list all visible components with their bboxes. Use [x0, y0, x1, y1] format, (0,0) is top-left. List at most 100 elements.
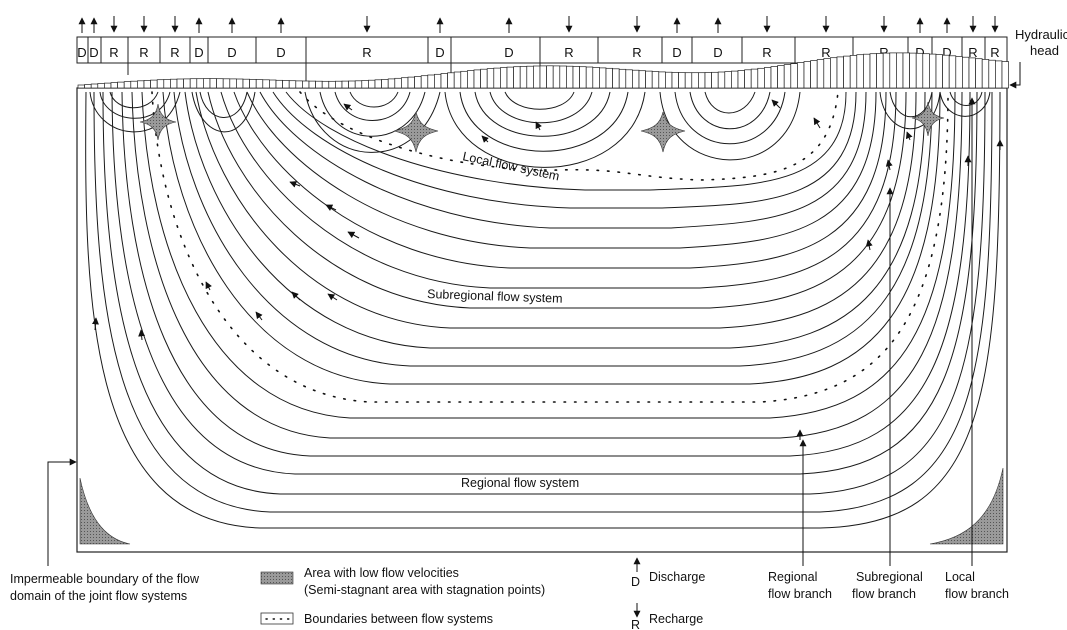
legend-boundaries-swatch [260, 612, 294, 625]
head-bar [935, 54, 943, 89]
legend-recharge-label: Recharge [649, 612, 703, 626]
local-flow-lines [89, 91, 991, 168]
head-bar [255, 79, 264, 89]
head-bar [526, 65, 534, 89]
hydraulic-head-label: Hydraulic [1015, 27, 1067, 42]
head-bar [434, 73, 442, 89]
head-bar [361, 80, 369, 89]
head-bar [750, 68, 759, 89]
zone-label-20: R [968, 45, 977, 60]
head-bar [222, 78, 231, 89]
head-bar [1001, 61, 1009, 89]
head-bar [975, 58, 983, 89]
zone-label-18: D [915, 45, 924, 60]
head-bar [440, 73, 448, 89]
head-bar [348, 80, 356, 89]
zone-label-1: D [89, 45, 98, 60]
local-branch-label-2: flow branch [945, 587, 1009, 601]
head-bar [288, 80, 297, 89]
head-bar [572, 66, 580, 89]
head-bar [407, 76, 415, 89]
zone-label-13: D [672, 45, 681, 60]
head-bar [506, 66, 514, 89]
head-bar [368, 79, 376, 89]
head-bar [698, 72, 706, 89]
zone-label-12: R [632, 45, 641, 60]
head-bar [684, 72, 693, 89]
legend-discharge-label: Discharge [649, 570, 705, 584]
head-bar [552, 65, 561, 89]
head-bar [691, 72, 699, 89]
head-bar [183, 78, 191, 89]
head-bar [618, 68, 627, 89]
hydraulic-head-pointer [1009, 62, 1021, 89]
head-bar [321, 80, 330, 89]
head-bar [711, 71, 719, 89]
head-bar [90, 83, 99, 89]
head-bar [77, 84, 85, 89]
head-bar [493, 67, 501, 89]
hydraulic-head-bars [77, 52, 1009, 89]
head-bar [632, 69, 640, 89]
head-bar [592, 67, 600, 89]
head-bar [823, 58, 831, 89]
head-bar [249, 79, 257, 89]
zone-boxes [76, 36, 1008, 85]
regional-subregional-boundary [151, 91, 949, 403]
subregional-flow-lines [162, 91, 941, 385]
subregional-local-boundary [299, 91, 839, 181]
head-bar [176, 78, 184, 89]
head-bar [130, 80, 138, 89]
head-bar [770, 66, 778, 89]
head-bar [678, 72, 686, 89]
subregional-flow-system-label: Subregional flow system [427, 287, 563, 306]
zone-label-5: D [194, 45, 203, 60]
stagnant-corner-left [79, 477, 131, 545]
zone-label-15: R [762, 45, 771, 60]
flow-arrows [91, 99, 1004, 440]
head-bar [863, 53, 871, 89]
hydraulic-head-label-2: head [1030, 43, 1059, 58]
head-bar [955, 56, 963, 89]
head-bar [354, 80, 363, 89]
head-bar [909, 52, 917, 89]
zone-label-2: R [109, 45, 118, 60]
head-bar [902, 52, 910, 89]
head-bar [566, 65, 574, 89]
regional-branch-label-2: flow branch [768, 587, 832, 601]
head-bar [123, 81, 132, 89]
head-bar [585, 66, 594, 89]
zone-label-6: D [227, 45, 236, 60]
head-bar [282, 80, 290, 89]
head-bar [869, 53, 877, 89]
head-bar [295, 80, 303, 89]
head-bar [737, 70, 745, 89]
legend-discharge-letter: D [631, 575, 640, 589]
head-bar [803, 61, 811, 89]
head-bar [374, 79, 382, 89]
head-bar [427, 74, 435, 89]
head-bar [783, 64, 792, 89]
regional-flow-system-label: Regional flow system [461, 476, 579, 490]
head-bar [467, 70, 475, 89]
head-bar [605, 67, 613, 89]
head-bar [500, 67, 508, 89]
head-bar [143, 80, 151, 89]
zone-label-9: D [435, 45, 444, 60]
head-bar [757, 67, 765, 89]
head-bar [559, 65, 567, 89]
regional-branch-label: Regional [768, 570, 817, 584]
subregional-branch-label: Subregional [856, 570, 923, 584]
legend-boundaries-label: Boundaries between flow systems [304, 612, 493, 626]
head-bar [216, 78, 224, 89]
head-bar [519, 66, 528, 89]
head-bar [889, 52, 897, 89]
head-bar [163, 79, 171, 89]
zone-label-8: R [362, 45, 371, 60]
head-bar [962, 56, 970, 89]
head-bar [836, 56, 844, 89]
head-bar [401, 77, 409, 89]
head-bar [262, 79, 270, 89]
zone-label-10: D [504, 45, 513, 60]
